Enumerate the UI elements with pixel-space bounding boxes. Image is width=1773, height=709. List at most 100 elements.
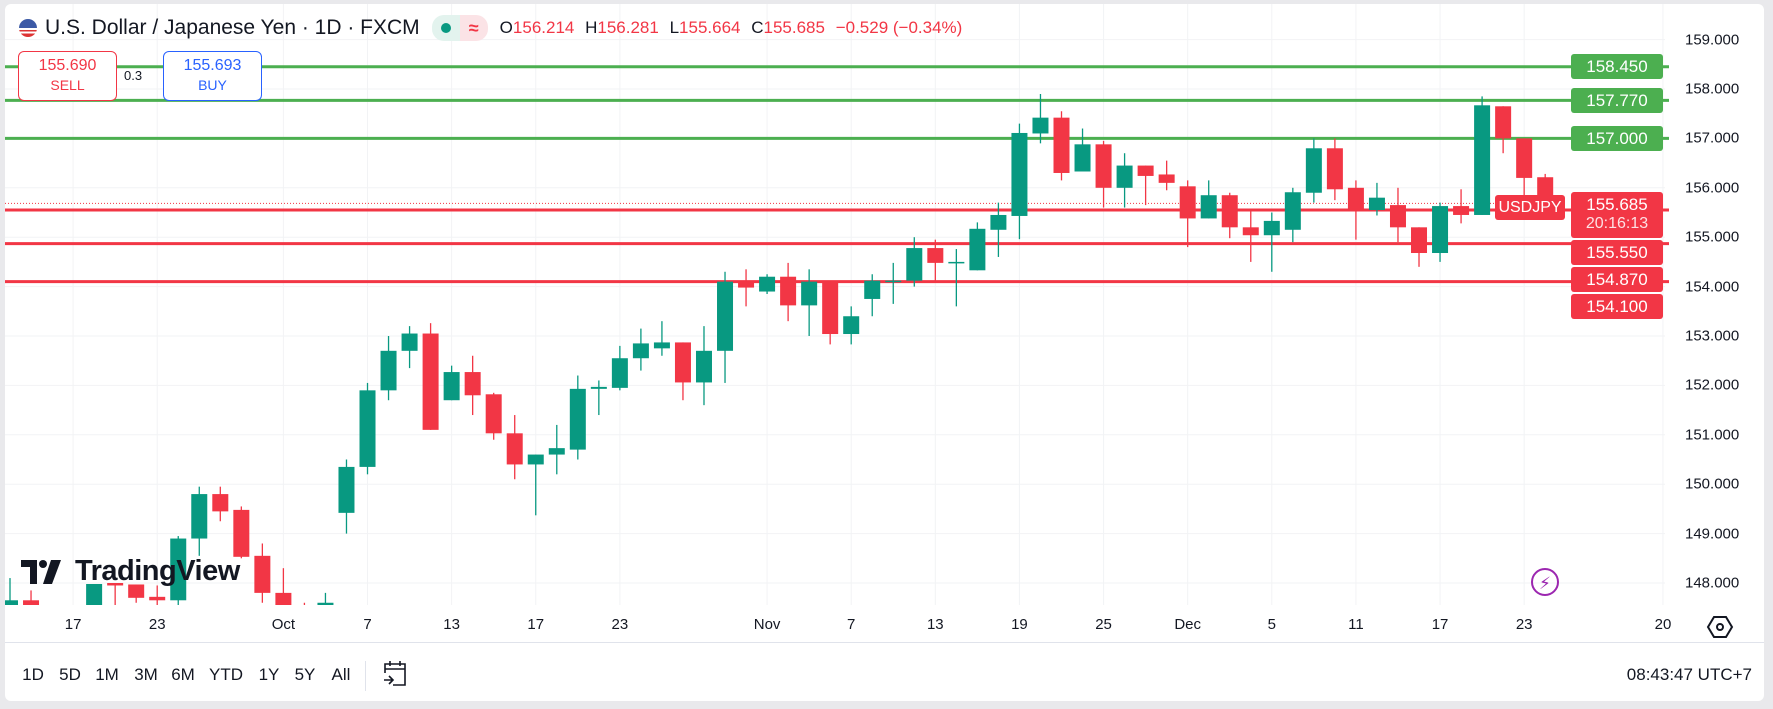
candle-body — [1305, 148, 1322, 193]
candle — [1032, 93, 1049, 144]
candle-body — [632, 343, 649, 359]
time-tick: 23 — [1515, 616, 1533, 633]
candle-body — [338, 466, 355, 513]
candle-body — [1200, 195, 1217, 219]
candle-body — [717, 281, 734, 351]
time-tick: Nov — [753, 616, 781, 633]
candle — [1411, 227, 1428, 267]
candle — [1305, 138, 1322, 203]
time-tick: 19 — [1011, 616, 1028, 633]
candle — [233, 506, 250, 559]
levels — [5, 65, 1669, 284]
candle — [611, 345, 628, 391]
go-to-date-icon[interactable] — [382, 659, 408, 687]
candle — [1116, 153, 1133, 208]
candle — [948, 249, 965, 307]
candle-body — [1263, 220, 1280, 236]
period-6m[interactable]: 6M — [171, 665, 195, 684]
timezone-clock[interactable]: 08:43:47 UTC+7 — [1626, 665, 1752, 684]
candle-body — [1516, 138, 1533, 178]
candle-body — [317, 602, 334, 605]
period-all[interactable]: All — [331, 665, 351, 684]
candle — [843, 306, 860, 345]
candle-body — [506, 433, 523, 465]
candle — [422, 323, 439, 430]
time-tick: 25 — [1095, 616, 1112, 633]
candle — [338, 459, 355, 534]
period-3m[interactable]: 3M — [134, 665, 158, 684]
candle-body — [927, 248, 944, 263]
period-ytd[interactable]: YTD — [209, 665, 243, 684]
candle-body — [401, 333, 418, 351]
spread: 0.3 — [124, 68, 143, 83]
candle — [506, 415, 523, 480]
candle — [149, 585, 166, 605]
sell-button[interactable]: 155.690 SELL — [18, 51, 117, 101]
period-1m[interactable]: 1M — [95, 665, 119, 684]
buy-button[interactable]: 155.693 BUY — [163, 51, 262, 101]
candle-body — [1221, 195, 1238, 228]
candle-body — [759, 276, 776, 292]
symbol-header: U.S. Dollar / Japanese Yen · 1D · FXCM ≈… — [19, 13, 968, 43]
candle — [1074, 128, 1091, 172]
candle-body — [590, 386, 607, 389]
period-5d[interactable]: 5D — [59, 665, 81, 684]
time-tick: 20 — [1654, 616, 1672, 633]
logo-text: TradingView — [75, 555, 240, 587]
candle — [1011, 123, 1028, 240]
period-1d[interactable]: 1D — [22, 665, 44, 684]
candle-body — [233, 509, 250, 557]
lightning-icon[interactable]: ⚡ — [1531, 568, 1559, 596]
low-value: 155.664 — [679, 18, 741, 37]
candlestick-chart[interactable] — [5, 4, 1764, 701]
candle — [738, 269, 755, 307]
symbol-title[interactable]: U.S. Dollar / Japanese Yen · 1D · FXCM — [45, 16, 420, 39]
candle-body — [1347, 187, 1364, 211]
period-1y[interactable]: 1Y — [258, 665, 280, 684]
candle — [990, 202, 1007, 257]
candle-body — [254, 555, 271, 593]
price-tick: 158.000 — [1685, 80, 1740, 98]
candle — [1200, 180, 1217, 219]
candle — [759, 274, 776, 295]
candle — [303, 602, 306, 605]
low-label: L — [669, 18, 680, 37]
candle-body — [107, 583, 124, 586]
candle-body — [1474, 105, 1491, 215]
chart-panel: U.S. Dollar / Japanese Yen · 1D · FXCM ≈… — [5, 4, 1764, 701]
grid — [5, 4, 1665, 605]
candle-body — [464, 372, 481, 396]
candle-body — [1326, 148, 1343, 190]
candle-body — [1242, 227, 1259, 236]
level-label-154870: 154.870 — [1571, 267, 1663, 292]
candle-body — [969, 228, 986, 271]
candle — [674, 342, 691, 401]
candle — [107, 583, 124, 605]
candle — [1389, 187, 1406, 243]
candle — [1137, 165, 1154, 206]
green-dot-icon — [431, 15, 460, 41]
level-label-155550: 155.550 — [1571, 240, 1663, 265]
candle-body — [822, 281, 839, 335]
price-tick: 149.000 — [1685, 525, 1740, 543]
price-tick: 155.000 — [1685, 228, 1740, 246]
level-label-154100: 154.100 — [1571, 294, 1663, 319]
candle-body — [1032, 117, 1049, 134]
candle-body — [674, 342, 691, 383]
candle — [1179, 180, 1196, 248]
candle — [927, 239, 944, 281]
level-label-158450: 158.450 — [1571, 54, 1663, 79]
candle — [1516, 138, 1533, 203]
candle-body — [1158, 174, 1175, 183]
candle-body — [695, 350, 712, 383]
candle — [1242, 210, 1259, 262]
status-badge[interactable]: ≈ — [431, 15, 488, 41]
tradingview-logo[interactable]: TradingView — [21, 555, 240, 588]
settings-icon[interactable] — [1706, 615, 1734, 639]
price-tick: 153.000 — [1685, 327, 1740, 345]
candle — [1284, 187, 1301, 243]
candle-body — [1137, 165, 1154, 176]
period-5y[interactable]: 5Y — [294, 665, 316, 684]
time-tick: 17 — [1431, 616, 1449, 633]
candle-body — [1116, 165, 1133, 188]
